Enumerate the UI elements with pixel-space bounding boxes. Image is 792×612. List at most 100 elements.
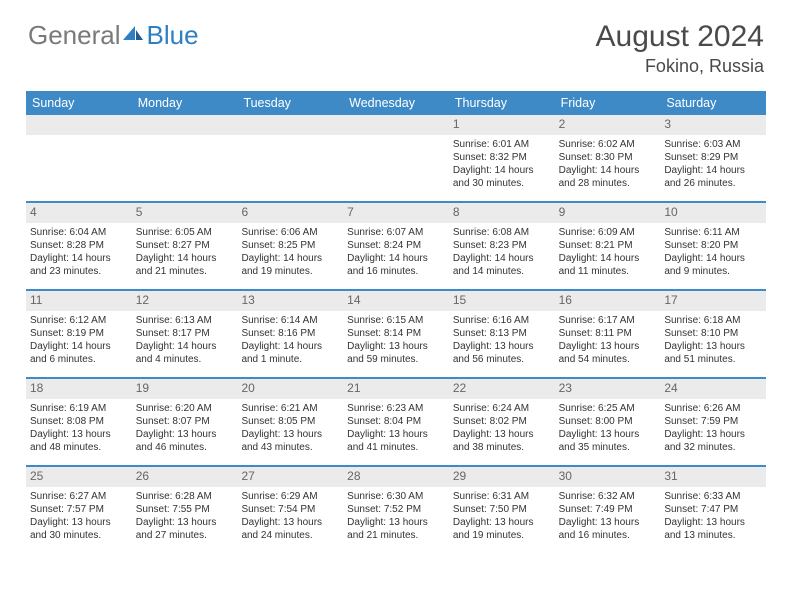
day-cell: 18Sunrise: 6:19 AMSunset: 8:08 PMDayligh… [26, 379, 132, 465]
sunset-text: Sunset: 8:24 PM [347, 239, 445, 252]
day-number: 15 [449, 291, 555, 311]
sunrise-text: Sunrise: 6:15 AM [347, 314, 445, 327]
day-body: Sunrise: 6:24 AMSunset: 8:02 PMDaylight:… [449, 399, 555, 458]
sunrise-text: Sunrise: 6:24 AM [453, 402, 551, 415]
week-row: 4Sunrise: 6:04 AMSunset: 8:28 PMDaylight… [26, 201, 766, 289]
day-number: 30 [555, 467, 661, 487]
week-row: 1Sunrise: 6:01 AMSunset: 8:32 PMDaylight… [26, 115, 766, 201]
day-number: 31 [660, 467, 766, 487]
daylight-text: Daylight: 14 hours and 23 minutes. [30, 252, 128, 278]
daylight-text: Daylight: 13 hours and 13 minutes. [664, 516, 762, 542]
day-body: Sunrise: 6:26 AMSunset: 7:59 PMDaylight:… [660, 399, 766, 458]
sunset-text: Sunset: 8:08 PM [30, 415, 128, 428]
day-body [343, 135, 449, 195]
sunset-text: Sunset: 8:13 PM [453, 327, 551, 340]
sunset-text: Sunset: 8:07 PM [136, 415, 234, 428]
day-number: 9 [555, 203, 661, 223]
day-cell: 8Sunrise: 6:08 AMSunset: 8:23 PMDaylight… [449, 203, 555, 289]
sunset-text: Sunset: 7:49 PM [559, 503, 657, 516]
day-body: Sunrise: 6:21 AMSunset: 8:05 PMDaylight:… [237, 399, 343, 458]
sunset-text: Sunset: 8:16 PM [241, 327, 339, 340]
day-number: 6 [237, 203, 343, 223]
sunset-text: Sunset: 8:17 PM [136, 327, 234, 340]
day-cell: 2Sunrise: 6:02 AMSunset: 8:30 PMDaylight… [555, 115, 661, 201]
day-number: 22 [449, 379, 555, 399]
day-body: Sunrise: 6:12 AMSunset: 8:19 PMDaylight:… [26, 311, 132, 370]
day-cell: 29Sunrise: 6:31 AMSunset: 7:50 PMDayligh… [449, 467, 555, 553]
sunset-text: Sunset: 8:29 PM [664, 151, 762, 164]
daylight-text: Daylight: 14 hours and 26 minutes. [664, 164, 762, 190]
sunrise-text: Sunrise: 6:05 AM [136, 226, 234, 239]
day-body: Sunrise: 6:08 AMSunset: 8:23 PMDaylight:… [449, 223, 555, 282]
calendar: SundayMondayTuesdayWednesdayThursdayFrid… [26, 91, 766, 553]
day-number: 26 [132, 467, 238, 487]
day-body: Sunrise: 6:11 AMSunset: 8:20 PMDaylight:… [660, 223, 766, 282]
daylight-text: Daylight: 13 hours and 54 minutes. [559, 340, 657, 366]
sunset-text: Sunset: 7:52 PM [347, 503, 445, 516]
day-body: Sunrise: 6:17 AMSunset: 8:11 PMDaylight:… [555, 311, 661, 370]
day-of-week-header: SundayMondayTuesdayWednesdayThursdayFrid… [26, 91, 766, 115]
sunrise-text: Sunrise: 6:06 AM [241, 226, 339, 239]
daylight-text: Daylight: 14 hours and 4 minutes. [136, 340, 234, 366]
day-number: 1 [449, 115, 555, 135]
day-number: 25 [26, 467, 132, 487]
sunset-text: Sunset: 8:28 PM [30, 239, 128, 252]
day-number: 11 [26, 291, 132, 311]
day-body [237, 135, 343, 195]
day-number: 18 [26, 379, 132, 399]
day-body: Sunrise: 6:32 AMSunset: 7:49 PMDaylight:… [555, 487, 661, 546]
dow-wednesday: Wednesday [343, 91, 449, 115]
sunset-text: Sunset: 8:27 PM [136, 239, 234, 252]
dow-monday: Monday [132, 91, 238, 115]
sunrise-text: Sunrise: 6:12 AM [30, 314, 128, 327]
day-cell: 23Sunrise: 6:25 AMSunset: 8:00 PMDayligh… [555, 379, 661, 465]
daylight-text: Daylight: 13 hours and 56 minutes. [453, 340, 551, 366]
sunset-text: Sunset: 8:04 PM [347, 415, 445, 428]
sunrise-text: Sunrise: 6:20 AM [136, 402, 234, 415]
day-body: Sunrise: 6:33 AMSunset: 7:47 PMDaylight:… [660, 487, 766, 546]
day-number: 28 [343, 467, 449, 487]
day-cell: 31Sunrise: 6:33 AMSunset: 7:47 PMDayligh… [660, 467, 766, 553]
day-number: 12 [132, 291, 238, 311]
day-cell: 30Sunrise: 6:32 AMSunset: 7:49 PMDayligh… [555, 467, 661, 553]
day-number: 13 [237, 291, 343, 311]
sunrise-text: Sunrise: 6:02 AM [559, 138, 657, 151]
sunset-text: Sunset: 8:05 PM [241, 415, 339, 428]
daylight-text: Daylight: 13 hours and 32 minutes. [664, 428, 762, 454]
sunrise-text: Sunrise: 6:26 AM [664, 402, 762, 415]
dow-friday: Friday [555, 91, 661, 115]
day-body: Sunrise: 6:06 AMSunset: 8:25 PMDaylight:… [237, 223, 343, 282]
daylight-text: Daylight: 13 hours and 46 minutes. [136, 428, 234, 454]
day-number: 5 [132, 203, 238, 223]
daylight-text: Daylight: 14 hours and 6 minutes. [30, 340, 128, 366]
day-number: 24 [660, 379, 766, 399]
day-number: 19 [132, 379, 238, 399]
daylight-text: Daylight: 14 hours and 28 minutes. [559, 164, 657, 190]
sunset-text: Sunset: 7:59 PM [664, 415, 762, 428]
day-number: 21 [343, 379, 449, 399]
daylight-text: Daylight: 14 hours and 1 minute. [241, 340, 339, 366]
daylight-text: Daylight: 13 hours and 59 minutes. [347, 340, 445, 366]
day-cell: 15Sunrise: 6:16 AMSunset: 8:13 PMDayligh… [449, 291, 555, 377]
daylight-text: Daylight: 14 hours and 16 minutes. [347, 252, 445, 278]
day-body: Sunrise: 6:07 AMSunset: 8:24 PMDaylight:… [343, 223, 449, 282]
daylight-text: Daylight: 13 hours and 48 minutes. [30, 428, 128, 454]
sunrise-text: Sunrise: 6:33 AM [664, 490, 762, 503]
month-title: August 2024 [596, 20, 764, 54]
day-number [26, 115, 132, 135]
day-body: Sunrise: 6:13 AMSunset: 8:17 PMDaylight:… [132, 311, 238, 370]
day-cell: 16Sunrise: 6:17 AMSunset: 8:11 PMDayligh… [555, 291, 661, 377]
day-body: Sunrise: 6:14 AMSunset: 8:16 PMDaylight:… [237, 311, 343, 370]
sunset-text: Sunset: 8:30 PM [559, 151, 657, 164]
daylight-text: Daylight: 14 hours and 14 minutes. [453, 252, 551, 278]
day-body: Sunrise: 6:30 AMSunset: 7:52 PMDaylight:… [343, 487, 449, 546]
day-empty [132, 115, 238, 201]
sunset-text: Sunset: 8:20 PM [664, 239, 762, 252]
sunset-text: Sunset: 7:54 PM [241, 503, 339, 516]
logo-sail-icon [121, 24, 145, 42]
sunset-text: Sunset: 7:50 PM [453, 503, 551, 516]
location: Fokino, Russia [596, 56, 764, 77]
day-cell: 3Sunrise: 6:03 AMSunset: 8:29 PMDaylight… [660, 115, 766, 201]
day-body [26, 135, 132, 195]
day-body: Sunrise: 6:15 AMSunset: 8:14 PMDaylight:… [343, 311, 449, 370]
